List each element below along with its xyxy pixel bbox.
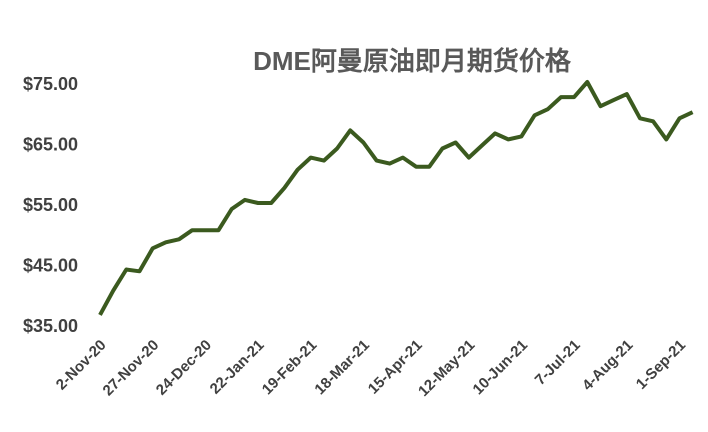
y-tick-label: $35.00 <box>23 316 78 336</box>
y-tick-label: $75.00 <box>23 74 78 94</box>
x-tick-label: 4-Aug-21 <box>579 337 636 394</box>
line-series <box>98 80 694 316</box>
x-tick-label: 24-Dec-20 <box>153 337 215 399</box>
x-tick-label: 27-Nov-20 <box>100 337 163 400</box>
x-tick-label: 10-Jun-21 <box>470 337 532 399</box>
x-tick-label: 1-Sep-21 <box>633 337 689 393</box>
x-tick-label: 22-Jan-21 <box>207 337 268 398</box>
chart-title: DME阿曼原油即月期货价格 <box>253 46 572 76</box>
y-tick-label: $45.00 <box>23 255 78 275</box>
x-tick-label: 19-Feb-21 <box>259 337 321 399</box>
y-tick-label: $55.00 <box>23 195 78 215</box>
x-tick-label: 12-May-21 <box>415 337 478 400</box>
y-tick-label: $65.00 <box>23 134 78 154</box>
x-tick-label: 7-Jul-21 <box>532 337 584 389</box>
x-tick-label: 18-Mar-21 <box>311 337 373 399</box>
